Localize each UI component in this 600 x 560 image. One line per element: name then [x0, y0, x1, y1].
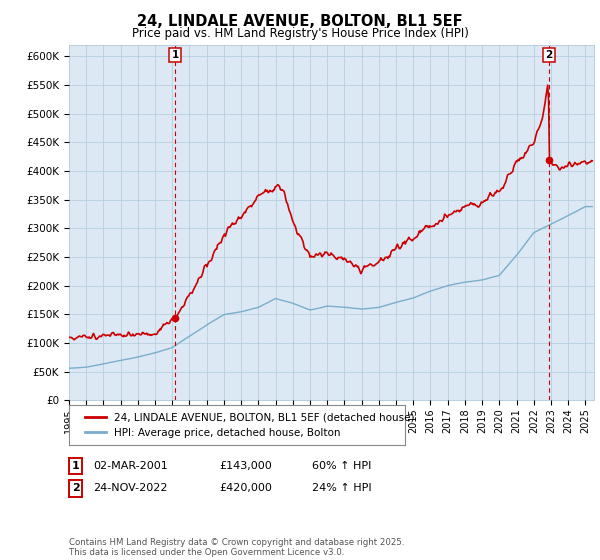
Legend: 24, LINDALE AVENUE, BOLTON, BL1 5EF (detached house), HPI: Average price, detach: 24, LINDALE AVENUE, BOLTON, BL1 5EF (det… — [81, 408, 419, 442]
Text: 2: 2 — [545, 50, 553, 60]
Text: 2: 2 — [72, 483, 79, 493]
Text: £143,000: £143,000 — [219, 461, 272, 471]
Text: Contains HM Land Registry data © Crown copyright and database right 2025.
This d: Contains HM Land Registry data © Crown c… — [69, 538, 404, 557]
Text: 1: 1 — [72, 461, 79, 471]
Text: 60% ↑ HPI: 60% ↑ HPI — [312, 461, 371, 471]
Text: £420,000: £420,000 — [219, 483, 272, 493]
Text: 1: 1 — [172, 50, 179, 60]
Text: Price paid vs. HM Land Registry's House Price Index (HPI): Price paid vs. HM Land Registry's House … — [131, 27, 469, 40]
Text: 24% ↑ HPI: 24% ↑ HPI — [312, 483, 371, 493]
Text: 24, LINDALE AVENUE, BOLTON, BL1 5EF: 24, LINDALE AVENUE, BOLTON, BL1 5EF — [137, 14, 463, 29]
Text: 24-NOV-2022: 24-NOV-2022 — [93, 483, 167, 493]
Text: 02-MAR-2001: 02-MAR-2001 — [93, 461, 168, 471]
